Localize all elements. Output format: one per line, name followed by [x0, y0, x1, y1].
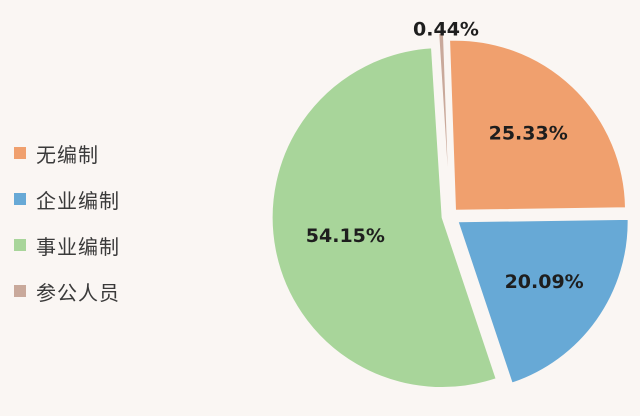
data-label-enterprise-establishment: 20.09% [505, 271, 584, 293]
legend-item-public-institution-establishment: 事业编制 [14, 234, 174, 259]
data-label-civil-service-managed-staff: 0.44% [413, 19, 479, 41]
legend-swatch-enterprise-establishment [14, 193, 26, 205]
pie-slice-enterprise-establishment [457, 218, 629, 384]
legend-item-no-establishment: 无编制 [14, 142, 174, 167]
pie-slice-public-institution-establishment [271, 47, 497, 389]
legend-item-enterprise-establishment: 企业编制 [14, 188, 174, 213]
data-label-no-establishment: 25.33% [489, 122, 568, 144]
legend-swatch-civil-service-managed-staff [14, 285, 26, 297]
legend-swatch-public-institution-establishment [14, 239, 26, 251]
legend-item-civil-service-managed-staff: 参公人员 [14, 280, 174, 305]
legend-label-public-institution-establishment: 事业编制 [36, 234, 120, 259]
legend-label-no-establishment: 无编制 [36, 142, 99, 167]
legend: 无编制 企业编制 事业编制 参公人员 [14, 142, 174, 326]
pie-slice-no-establishment [449, 39, 627, 211]
legend-label-enterprise-establishment: 企业编制 [36, 188, 120, 213]
legend-swatch-no-establishment [14, 147, 26, 159]
data-label-public-institution-establishment: 54.15% [306, 225, 385, 247]
pie-slice-civil-service-managed-staff [438, 32, 450, 204]
legend-label-civil-service-managed-staff: 参公人员 [36, 280, 120, 305]
